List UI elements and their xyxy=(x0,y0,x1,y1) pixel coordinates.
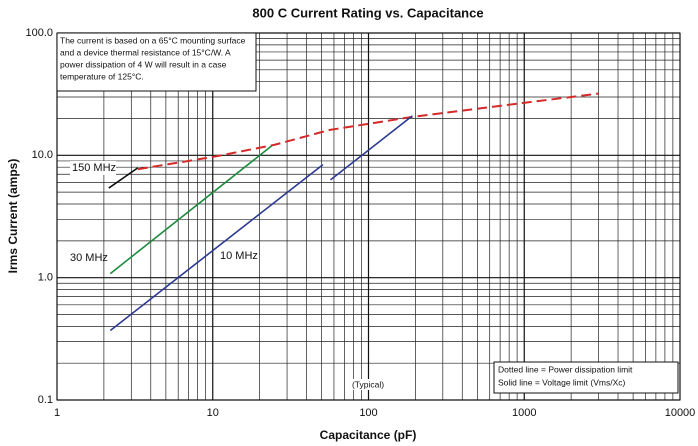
y-tick-label: 0.1 xyxy=(38,394,53,406)
series-label: 30 MHz xyxy=(70,252,108,264)
note-text: and a device thermal resistance of 15°C/… xyxy=(60,47,231,57)
series-line xyxy=(329,115,413,181)
series-line xyxy=(108,167,139,189)
x-tick-label: 10 xyxy=(207,407,219,419)
note-text: power dissipation of 4 W will result in … xyxy=(60,59,227,69)
series-label: 10 MHz xyxy=(220,250,258,262)
x-axis-label: Capacitance (pF) xyxy=(320,428,417,442)
series-line xyxy=(109,163,324,332)
y-tick-label: 10.0 xyxy=(32,149,53,161)
note-box xyxy=(56,32,257,92)
note-text: The current is based on a 65°C mounting … xyxy=(60,35,246,45)
chart-title: 800 C Current Rating vs. Capacitance xyxy=(252,5,483,20)
y-axis-label: Irms Current (amps) xyxy=(6,159,20,274)
x-tick-label: 1 xyxy=(54,407,60,419)
x-tick-label: 1000 xyxy=(512,407,536,419)
label-bg xyxy=(70,161,116,175)
legend-text: Dotted line = Power dissipation limit xyxy=(498,364,633,374)
series-label: 150 MHz xyxy=(72,162,116,174)
annotation: (Typical) xyxy=(352,379,384,389)
series-line xyxy=(109,145,273,275)
legend-text: Solid line = Voltage limit (Vms/Xc) xyxy=(498,377,625,387)
y-tick-label: 100.0 xyxy=(25,27,53,39)
series-line xyxy=(137,92,599,171)
y-tick-label: 1.0 xyxy=(38,272,53,284)
x-tick-label: 100 xyxy=(359,407,377,419)
legend-box xyxy=(493,361,679,394)
x-tick-label: 10000 xyxy=(665,407,696,419)
note-text: temperature of 125°C. xyxy=(60,71,144,81)
annotation-bg xyxy=(350,379,386,390)
